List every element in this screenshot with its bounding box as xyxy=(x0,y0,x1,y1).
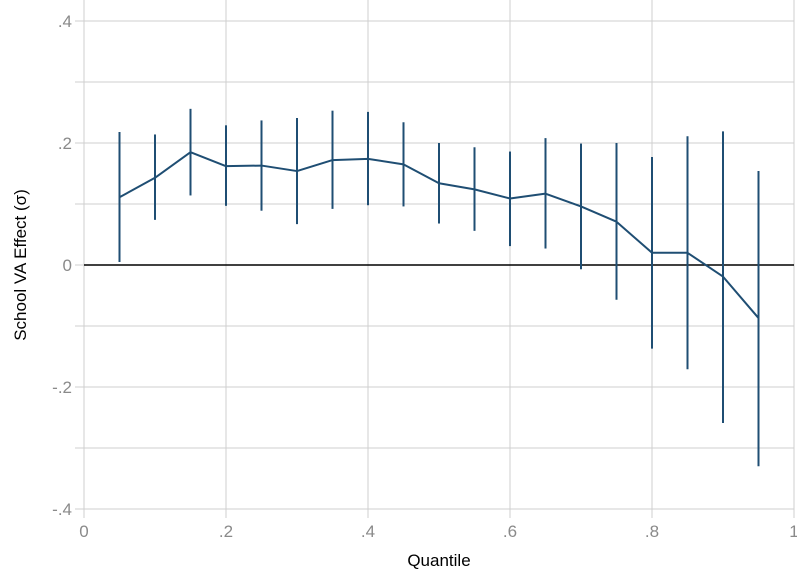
x-tick-label: .2 xyxy=(219,522,233,541)
y-tick-label: -.2 xyxy=(52,378,72,397)
axes: 0 .2 .4 .6 .8 1 -.4 -.2 0 .2 .4 xyxy=(52,12,797,541)
y-tick-label: .2 xyxy=(58,134,72,153)
y-tick-label: -.4 xyxy=(52,500,72,519)
x-tick-label: .6 xyxy=(503,522,517,541)
x-tick-label: 1 xyxy=(789,522,797,541)
x-tick-label: .8 xyxy=(645,522,659,541)
x-tick-label: .4 xyxy=(361,522,375,541)
x-axis-title: Quantile xyxy=(407,551,470,570)
y-tick-label: .4 xyxy=(58,12,72,31)
y-tick-label: 0 xyxy=(63,256,72,275)
estimate-line xyxy=(119,151,760,319)
x-tick-label: 0 xyxy=(79,522,88,541)
marks xyxy=(118,108,760,467)
y-axis-title: School VA Effect (σ) xyxy=(11,189,30,341)
